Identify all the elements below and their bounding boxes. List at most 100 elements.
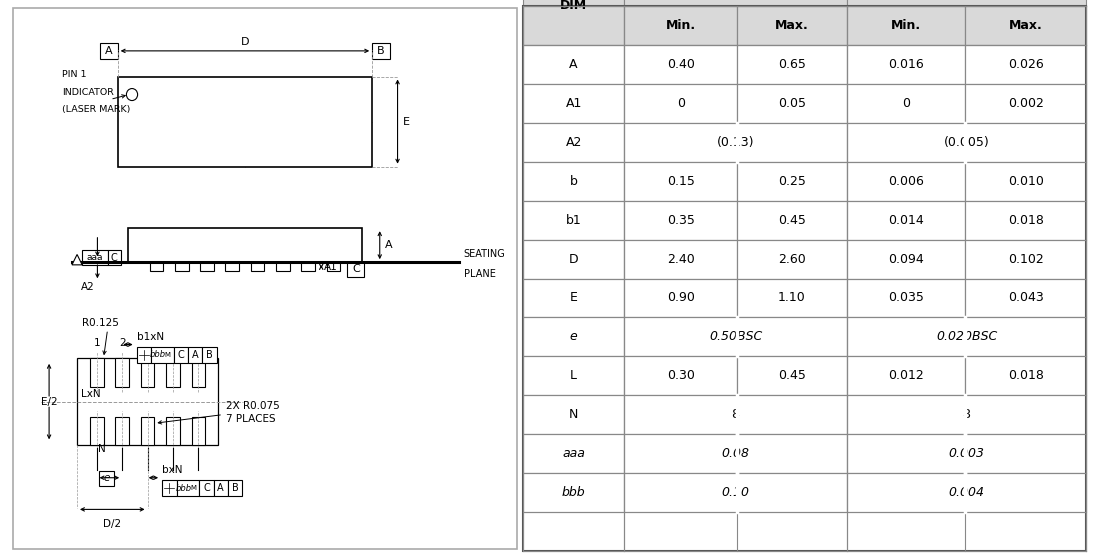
Bar xyxy=(77,358,218,445)
Text: 0: 0 xyxy=(903,96,910,110)
Text: aaa: aaa xyxy=(86,253,103,262)
Text: 0.043: 0.043 xyxy=(1008,291,1044,305)
Text: (LASER MARK): (LASER MARK) xyxy=(62,105,130,114)
Bar xyxy=(251,262,265,271)
Bar xyxy=(188,347,202,363)
Text: 0.018: 0.018 xyxy=(1008,369,1044,383)
Bar xyxy=(128,228,362,262)
Bar xyxy=(737,201,847,240)
Text: 0.102: 0.102 xyxy=(1008,252,1044,266)
Bar xyxy=(847,356,965,395)
Text: b1: b1 xyxy=(566,213,582,227)
Text: bbb: bbb xyxy=(150,350,166,359)
Text: bbb: bbb xyxy=(562,486,585,500)
Text: e: e xyxy=(104,473,110,483)
Bar xyxy=(523,0,625,45)
Bar xyxy=(847,395,1086,434)
Bar xyxy=(115,417,129,445)
Bar xyxy=(151,347,174,363)
Text: 0.45: 0.45 xyxy=(778,369,806,383)
Text: 0.35: 0.35 xyxy=(666,213,695,227)
Text: 0.014: 0.014 xyxy=(888,213,924,227)
Text: 0.40: 0.40 xyxy=(666,57,695,71)
Bar xyxy=(150,262,163,271)
Bar xyxy=(191,417,206,445)
Bar xyxy=(107,250,120,265)
Bar xyxy=(118,76,372,167)
Text: E: E xyxy=(403,116,409,126)
Text: 1: 1 xyxy=(93,338,100,348)
Bar xyxy=(228,481,242,496)
Text: Max.: Max. xyxy=(775,18,808,32)
Text: SEATING: SEATING xyxy=(464,250,505,260)
Bar xyxy=(625,6,737,45)
Bar xyxy=(965,6,1086,45)
Bar xyxy=(523,434,625,473)
Text: 0.010: 0.010 xyxy=(1008,174,1044,188)
Text: A1: A1 xyxy=(324,262,338,272)
Text: B: B xyxy=(377,46,385,56)
Bar xyxy=(737,356,847,395)
Bar xyxy=(625,123,847,162)
Bar xyxy=(847,278,965,317)
Bar xyxy=(847,84,965,123)
Text: 2: 2 xyxy=(119,338,126,348)
Bar xyxy=(523,201,625,240)
Bar xyxy=(625,201,737,240)
Bar xyxy=(625,0,847,6)
Text: PLANE: PLANE xyxy=(464,268,496,278)
Text: 0.004: 0.004 xyxy=(948,486,985,500)
Text: D/2: D/2 xyxy=(103,519,121,529)
Bar xyxy=(137,347,151,363)
Bar xyxy=(225,262,240,271)
Text: A2: A2 xyxy=(566,135,582,149)
Bar xyxy=(847,45,965,84)
Text: 0.65: 0.65 xyxy=(778,57,806,71)
Text: 8: 8 xyxy=(963,408,970,422)
Bar xyxy=(847,317,1086,356)
Bar xyxy=(523,317,625,356)
Text: e: e xyxy=(570,330,578,344)
Text: A: A xyxy=(191,350,198,360)
Text: 0.020BSC: 0.020BSC xyxy=(936,330,998,344)
Bar xyxy=(965,240,1086,278)
Bar xyxy=(175,262,188,271)
Text: PIN 1: PIN 1 xyxy=(62,70,86,79)
Bar xyxy=(625,240,737,278)
Bar xyxy=(625,45,737,84)
Circle shape xyxy=(163,350,172,360)
Bar xyxy=(965,84,1086,123)
Text: 0: 0 xyxy=(677,96,685,110)
Bar xyxy=(347,262,364,277)
Bar xyxy=(737,45,847,84)
Bar xyxy=(174,347,188,363)
Bar xyxy=(100,471,115,486)
Bar xyxy=(523,162,625,201)
Text: E: E xyxy=(570,291,578,305)
Text: (0.13): (0.13) xyxy=(717,135,755,149)
Bar xyxy=(625,356,737,395)
Text: 0.018: 0.018 xyxy=(1008,213,1044,227)
Bar xyxy=(625,434,847,473)
Bar xyxy=(523,278,625,317)
Bar xyxy=(372,43,389,59)
Bar xyxy=(847,162,965,201)
Bar xyxy=(737,278,847,317)
Text: 0.45: 0.45 xyxy=(778,213,806,227)
Bar xyxy=(523,240,625,278)
Text: C: C xyxy=(203,483,210,493)
Text: bbb: bbb xyxy=(175,483,191,492)
Bar xyxy=(847,201,965,240)
Text: aaa: aaa xyxy=(562,447,585,461)
Text: D: D xyxy=(569,252,579,266)
Text: Min.: Min. xyxy=(891,18,921,32)
Bar xyxy=(965,201,1086,240)
Text: 0.016: 0.016 xyxy=(888,57,924,71)
Text: M: M xyxy=(190,485,196,491)
Bar xyxy=(166,358,179,387)
Text: C: C xyxy=(110,253,117,263)
Bar xyxy=(847,240,965,278)
Bar xyxy=(523,395,625,434)
Text: N: N xyxy=(97,444,105,455)
Text: 0.002: 0.002 xyxy=(1008,96,1044,110)
